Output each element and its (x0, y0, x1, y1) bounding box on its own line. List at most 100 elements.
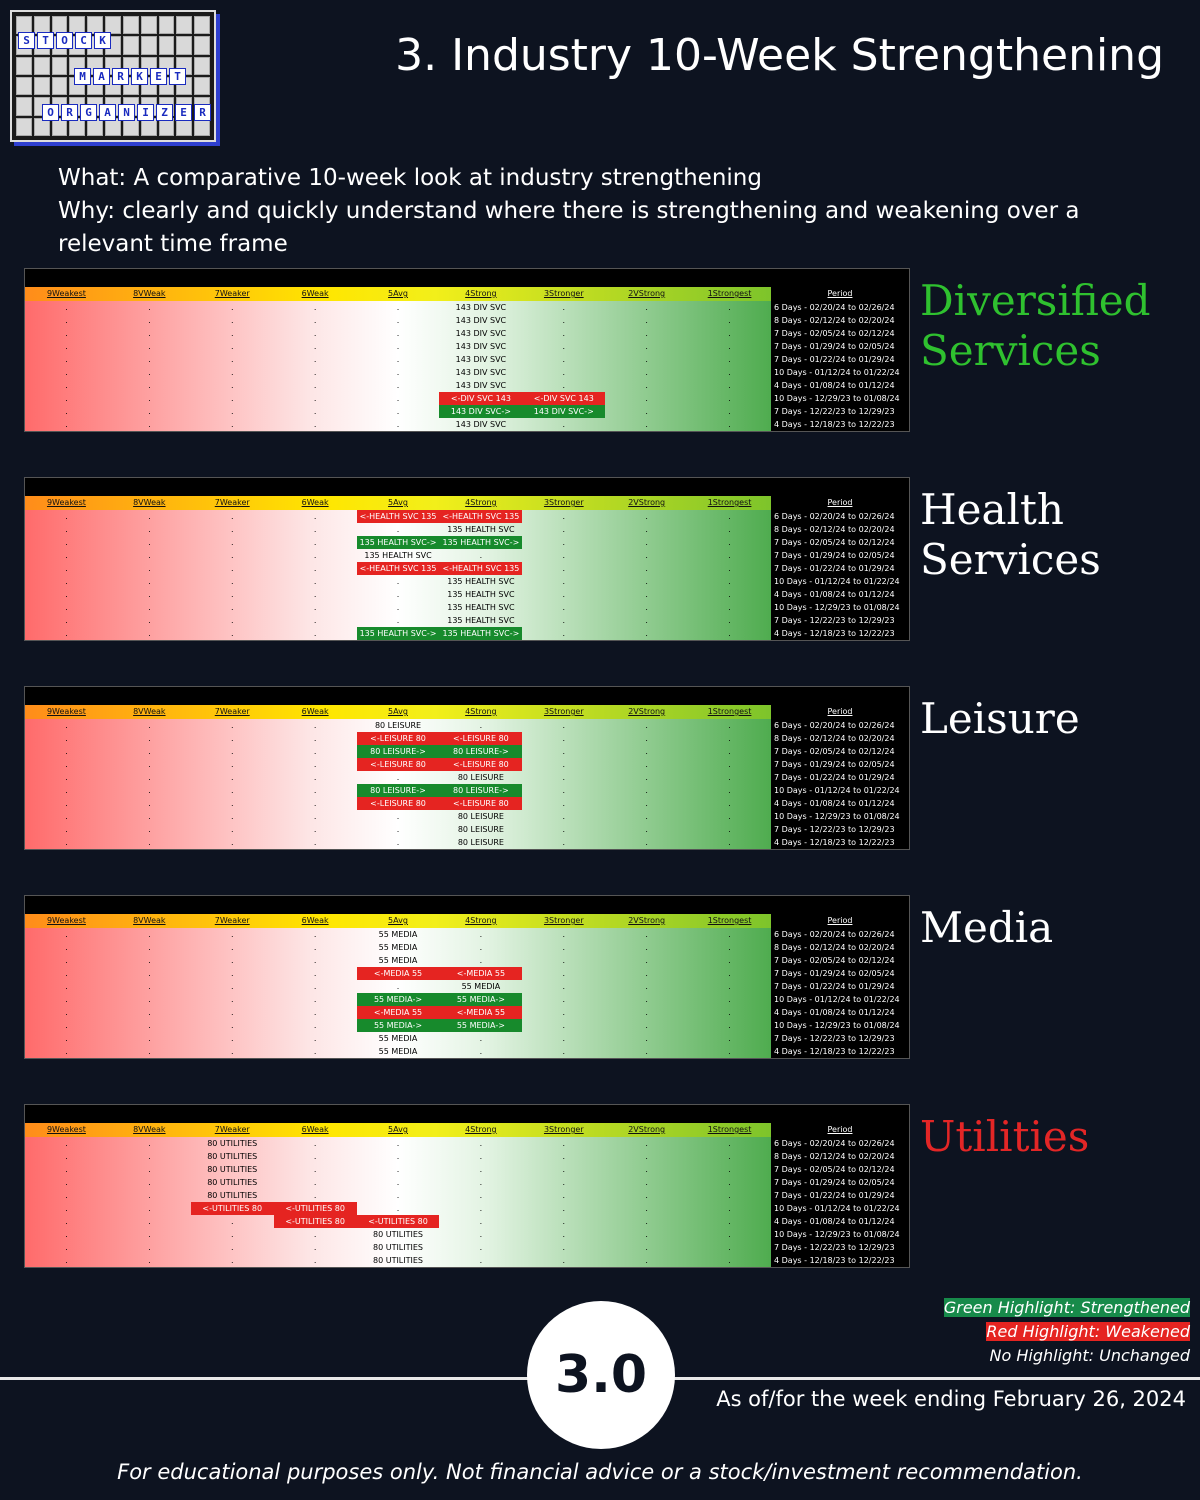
period-row: 7 Days - 02/05/24 to 02/12/24 (774, 747, 895, 756)
grid-cell: . (313, 564, 317, 573)
grid-cell: . (148, 381, 151, 390)
grid-cell: 143 DIV SVC (455, 368, 507, 377)
description: What: A comparative 10-week look at indu… (58, 162, 1148, 261)
grid-cell: <-UTILITIES 80 (273, 1215, 357, 1228)
period-row: 7 Days - 12/22/23 to 12/29/23 (774, 407, 895, 416)
logo-tile (194, 56, 210, 75)
grid-cell: . (65, 1152, 68, 1161)
grid-cell: <-DIV SVC 143 (439, 392, 523, 405)
grid-cell: . (148, 969, 151, 978)
grid-row: .... 80 UTILITIES.... (25, 1254, 771, 1267)
grid-cell: 143 DIV SVC (455, 342, 507, 351)
logo-tile (122, 16, 139, 35)
strength-column-header: 5Avg (388, 916, 408, 925)
grid-cell: 80 LEISURE (374, 721, 422, 730)
grid-cell: . (65, 1139, 68, 1148)
grid-cell: . (562, 1178, 566, 1187)
grid-cell: . (65, 969, 68, 978)
period-row: 7 Days - 02/05/24 to 02/12/24 (774, 329, 895, 338)
logo-tile (16, 97, 32, 116)
grid-cell: . (562, 943, 566, 952)
grid-cell: . (396, 1165, 400, 1174)
grid-cell: . (728, 1139, 731, 1148)
period-row: 7 Days - 01/22/24 to 01/29/24 (774, 773, 895, 782)
grid-cell: . (562, 1008, 566, 1017)
grid-row: ..... 143 DIV SVC... (25, 353, 771, 366)
grid-cell: . (562, 551, 566, 560)
strength-panel: 9Weakest 8VWeak 7Weaker 6Weak 5Avg 4Strong 3St… (24, 477, 910, 641)
grid-cell: . (148, 538, 151, 547)
grid-cell: . (230, 760, 234, 769)
grid-cell: . (148, 838, 151, 847)
strength-header: 9Weakest 8VWeak 7Weaker 6Weak 5Avg 4Strong 3St… (25, 496, 771, 510)
period-row: 7 Days - 02/05/24 to 02/12/24 (774, 956, 895, 965)
period-row: 10 Days - 12/29/23 to 01/08/24 (774, 603, 900, 612)
grid-cell: . (313, 603, 317, 612)
grid-cell: . (645, 982, 648, 991)
grid-cell: . (396, 982, 400, 991)
grid-cell: 55 MEDIA (378, 1047, 418, 1056)
grid-cell: 80 LEISURE (457, 812, 504, 821)
period-row: 6 Days - 02/20/24 to 02/26/24 (774, 512, 895, 521)
grid-cell: . (65, 590, 68, 599)
grid-row: .. 80 UTILITIES...... (25, 1137, 771, 1150)
grid-cell: . (148, 943, 151, 952)
grid-cell: . (313, 551, 317, 560)
period-row: 7 Days - 01/29/24 to 02/05/24 (774, 1178, 895, 1187)
grid-cell: . (65, 1204, 68, 1213)
grid-cell: 135 HEALTH SVC-> (439, 627, 523, 640)
grid-cell: . (230, 603, 234, 612)
grid-row: ..... 80 LEISURE... (25, 771, 771, 784)
strength-column-header: 3Stronger (543, 916, 584, 925)
period-row: 8 Days - 02/12/24 to 02/20/24 (774, 734, 895, 743)
legend-none: No Highlight: Unchanged (989, 1346, 1190, 1365)
industry-label: Media (920, 903, 1054, 952)
grid-cell: . (728, 1008, 731, 1017)
logo-tile (140, 16, 157, 35)
grid-cell: . (148, 1021, 151, 1030)
strength-column-header: 5Avg (388, 498, 408, 507)
grid-cell: . (230, 342, 234, 351)
grid-cell: . (148, 407, 151, 416)
grid-cell: . (562, 799, 566, 808)
grid-row: ... <-UTILITIES 80 <-UTILITIES 80.... (25, 1215, 771, 1228)
grid-cell: . (396, 420, 400, 429)
grid-cell: . (396, 590, 400, 599)
grid-row: .... 55 MEDIA.... (25, 1032, 771, 1045)
grid-cell: . (65, 956, 68, 965)
grid-cell: . (65, 982, 68, 991)
grid-cell: . (313, 342, 317, 351)
grid-cell: . (562, 603, 566, 612)
logo-tile (158, 16, 175, 35)
grid-cell: . (230, 773, 234, 782)
grid-cell: . (645, 303, 648, 312)
strength-column-header: 1Strongest (707, 916, 752, 925)
grid-cell: . (728, 538, 731, 547)
strength-header: 9Weakest 8VWeak 7Weaker 6Weak 5Avg 4Strong 3St… (25, 914, 771, 928)
legend: Green Highlight: Strengthened Red Highli… (943, 1296, 1190, 1368)
grid-cell: . (148, 956, 151, 965)
grid-cell: . (313, 355, 317, 364)
grid-cell: 135 HEALTH SVC (447, 616, 515, 625)
grid-cell: . (230, 1008, 234, 1017)
grid-cell: . (645, 629, 648, 638)
grid-cell: . (562, 982, 566, 991)
grid-row: .... 80 LEISURE-> 80 LEISURE->... (25, 784, 771, 797)
grid-cell: . (65, 551, 68, 560)
grid-cell: . (728, 995, 731, 1004)
grid-cell: . (230, 329, 234, 338)
grid-cell: . (645, 368, 648, 377)
grid-cell: . (230, 982, 234, 991)
grid-cell: <-HEALTH SVC 135 (356, 562, 440, 575)
grid-cell: . (562, 1256, 566, 1265)
grid-cell: 80 LEISURE-> (439, 745, 523, 758)
period-row: 10 Days - 12/29/23 to 01/08/24 (774, 1230, 900, 1239)
grid-cell: . (230, 316, 234, 325)
grid-cell: . (728, 734, 731, 743)
grid-cell: 135 HEALTH SVC-> (356, 627, 440, 640)
logo-letter: M (74, 68, 91, 85)
grid-cell: . (230, 368, 234, 377)
grid-cell: . (148, 551, 151, 560)
strength-column-header: 4Strong (465, 498, 497, 507)
grid-cell: . (313, 1230, 317, 1239)
